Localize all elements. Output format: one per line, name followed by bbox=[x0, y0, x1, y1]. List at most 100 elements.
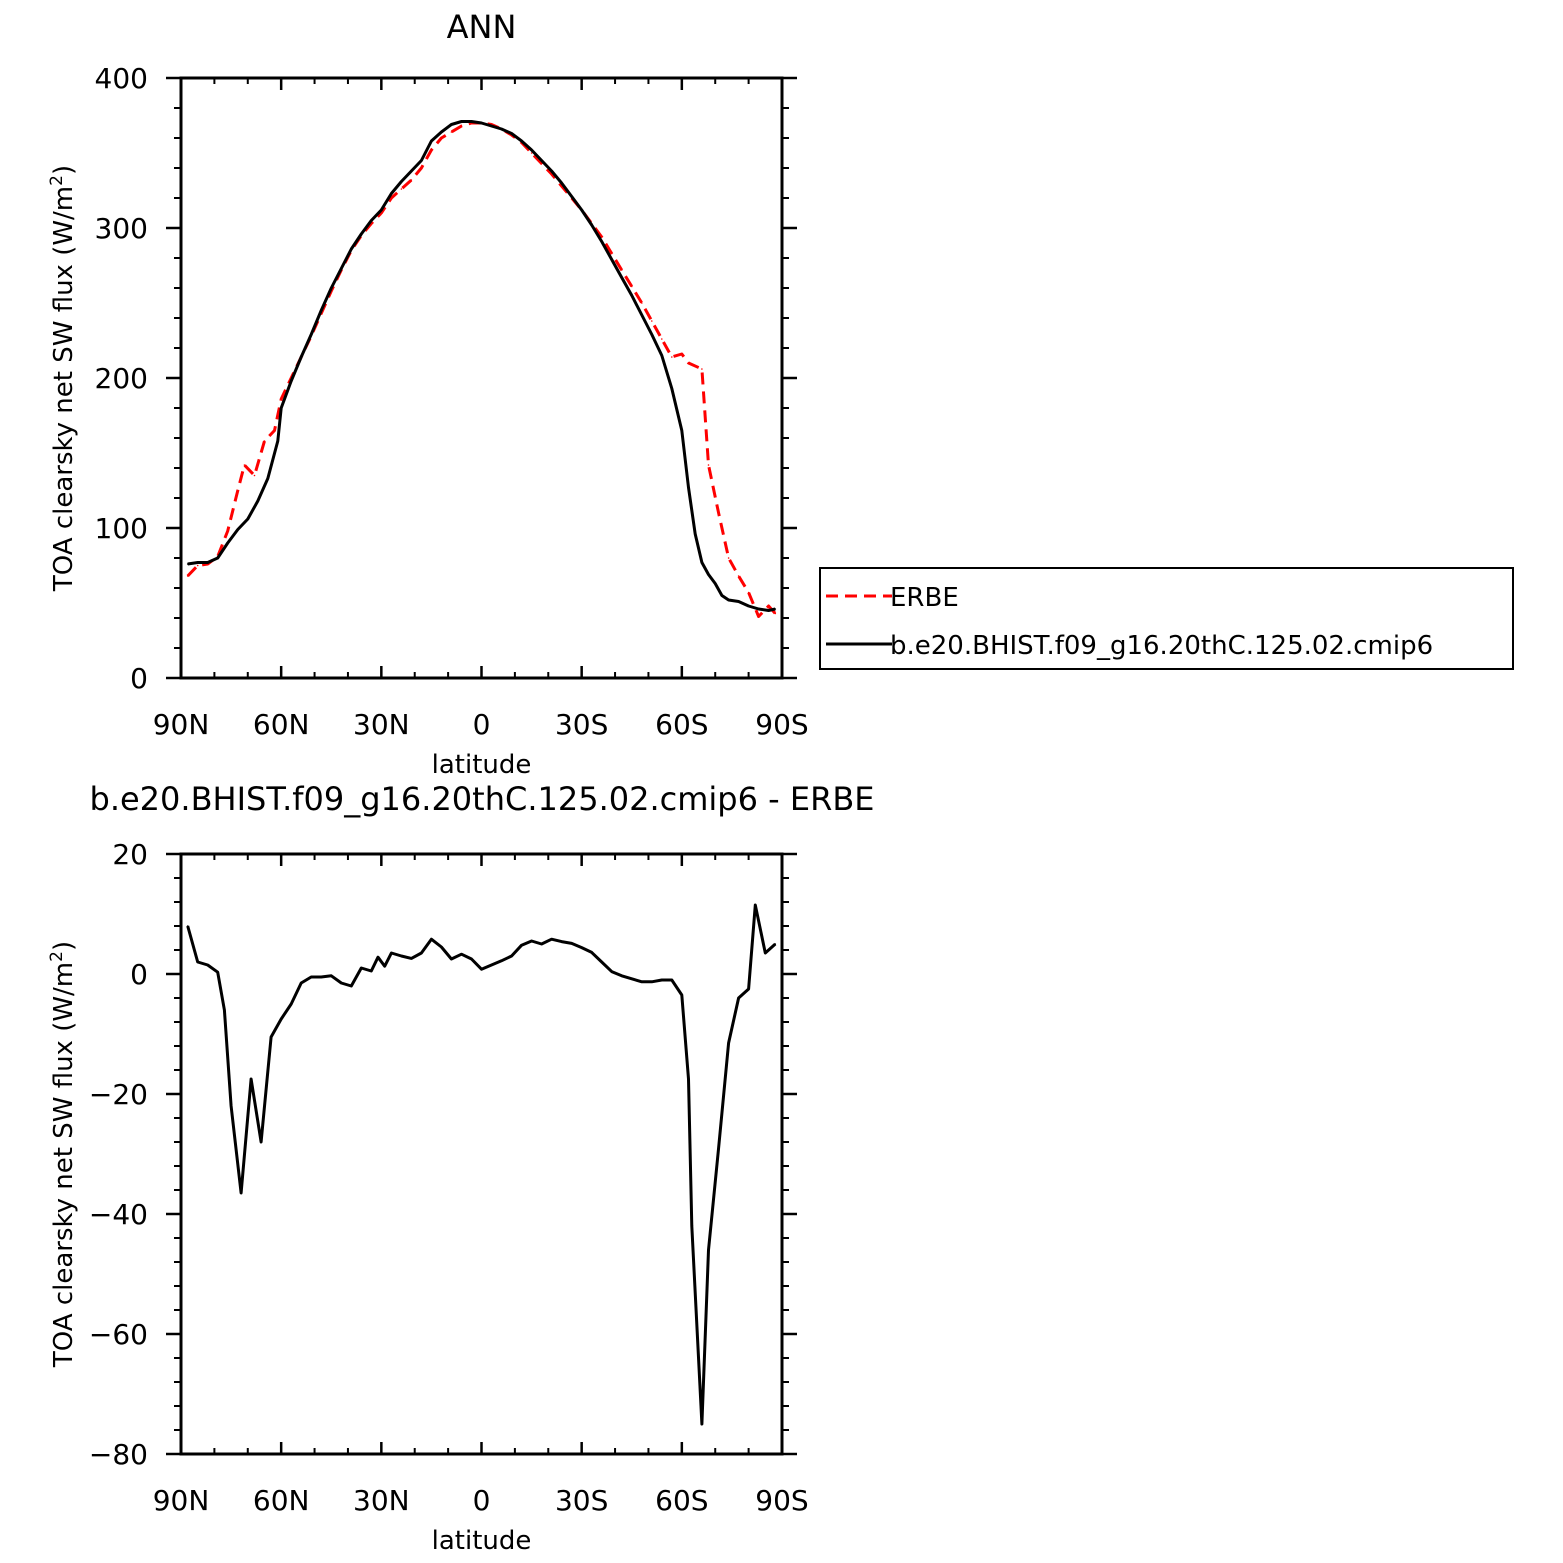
series-1-point bbox=[774, 608, 777, 610]
series-0-point bbox=[727, 557, 730, 559]
series-0-point bbox=[631, 285, 633, 288]
series-1-point bbox=[721, 594, 723, 597]
series-0-point bbox=[620, 269, 623, 271]
series-line-0 bbox=[186, 121, 777, 618]
series-0-point bbox=[460, 953, 463, 955]
y-tick-label: 300 bbox=[95, 212, 148, 245]
series-1-point bbox=[360, 233, 363, 235]
plot-frame bbox=[179, 852, 784, 1456]
x-tick-label: 90S bbox=[755, 708, 808, 741]
series-0-point bbox=[470, 958, 473, 960]
series-0-point bbox=[651, 320, 653, 322]
series-0-point bbox=[631, 978, 633, 980]
series-0-point bbox=[727, 1042, 730, 1044]
series-1-point bbox=[510, 132, 513, 135]
series-1-point bbox=[400, 180, 403, 183]
series-0-point bbox=[500, 960, 503, 962]
series-0-point bbox=[661, 338, 663, 340]
x-tick-label: 30N bbox=[353, 1484, 410, 1517]
chart-title: ANN bbox=[447, 8, 517, 46]
series-0-point bbox=[560, 940, 563, 943]
series-0-point bbox=[520, 944, 523, 946]
series-0-point bbox=[530, 152, 533, 154]
x-tick-label: 30S bbox=[555, 1484, 608, 1517]
series-0-point bbox=[671, 356, 673, 358]
series-0-point bbox=[270, 1036, 272, 1038]
x-axis-label: latitude bbox=[432, 750, 532, 780]
series-0-point bbox=[440, 137, 443, 139]
series-0-point bbox=[430, 149, 433, 151]
series-1-point bbox=[410, 170, 413, 172]
series-1-point bbox=[671, 387, 673, 390]
legend-label-0: ERBE bbox=[890, 583, 959, 613]
series-line-1 bbox=[187, 120, 776, 612]
series-0-point bbox=[490, 964, 493, 966]
series-0-point bbox=[263, 440, 266, 442]
series-1-point bbox=[550, 170, 553, 172]
series-1-point bbox=[520, 140, 523, 142]
series-0-point bbox=[390, 952, 393, 954]
y-tick-label: −60 bbox=[89, 1318, 148, 1351]
series-1-point bbox=[620, 276, 623, 279]
series-0-point bbox=[400, 955, 403, 957]
series-1-point bbox=[727, 599, 730, 601]
x-tick-label: 90N bbox=[153, 1484, 210, 1517]
y-tick-label: −40 bbox=[89, 1198, 148, 1231]
series-0-point bbox=[280, 1018, 283, 1020]
series-1-point bbox=[590, 224, 593, 226]
series-1-point bbox=[330, 287, 333, 289]
series-1-point bbox=[490, 125, 493, 127]
y-axis-label-main: TOA clearsky net SW flux (W/m bbox=[49, 962, 79, 1368]
series-0-point bbox=[550, 938, 553, 940]
series-0-point bbox=[717, 1147, 720, 1149]
series-1-point bbox=[714, 582, 716, 585]
series-0-point bbox=[383, 965, 386, 967]
series-0-point bbox=[510, 955, 513, 957]
y-tick-label: 200 bbox=[95, 362, 148, 395]
y-axis-label-main: TOA clearsky net SW flux (W/m bbox=[49, 186, 79, 592]
series-1-point bbox=[480, 122, 483, 124]
x-tick-label: 60N bbox=[253, 708, 310, 741]
series-1-point bbox=[707, 573, 710, 576]
series-0-point bbox=[300, 982, 303, 984]
series-1-point bbox=[747, 605, 750, 607]
series-1-point bbox=[767, 609, 770, 612]
series-1-point bbox=[737, 600, 740, 603]
series-1-point bbox=[694, 533, 696, 535]
series-0-point bbox=[420, 167, 423, 169]
series-0-point bbox=[196, 564, 199, 567]
series-1-point bbox=[460, 120, 463, 123]
series-1-point bbox=[701, 561, 703, 564]
top-panel-annual-flux: ANN 90N 60N 30N 0 30S 60S 90S 0 100 200 300 400 latit… bbox=[47, 8, 1514, 780]
series-0-point bbox=[370, 970, 373, 972]
series-0-point bbox=[661, 979, 663, 981]
y-tick-label: 0 bbox=[130, 662, 148, 695]
series-0-point bbox=[651, 981, 653, 983]
series-0-point bbox=[767, 605, 770, 607]
bottom-panel-difference: b.e20.BHIST.f09_g16.20thC.125.02.cmip6 -… bbox=[47, 780, 874, 1556]
series-0-point bbox=[290, 1003, 293, 1005]
series-1-point bbox=[440, 131, 443, 133]
series-0-point bbox=[350, 985, 353, 987]
y-tick-label: −80 bbox=[89, 1438, 148, 1471]
series-0-point bbox=[480, 968, 483, 970]
series-1-point bbox=[247, 518, 249, 520]
series-1-point bbox=[257, 500, 259, 502]
series-0-point bbox=[380, 212, 383, 214]
series-0-point bbox=[410, 957, 413, 960]
series-0-point bbox=[540, 943, 543, 945]
series-0-point bbox=[253, 474, 256, 477]
series-0-point bbox=[460, 125, 463, 127]
series-1-point bbox=[206, 561, 209, 564]
y-tick-label: 0 bbox=[130, 958, 148, 991]
series-0-point bbox=[600, 236, 603, 238]
series-0-point bbox=[717, 512, 720, 514]
series-0-point bbox=[400, 188, 403, 190]
series-0-point bbox=[240, 1192, 242, 1194]
series-0-point bbox=[223, 1009, 226, 1011]
series-0-point bbox=[216, 971, 219, 973]
series-0-point bbox=[737, 997, 740, 999]
series-0-point bbox=[600, 961, 603, 963]
series-0-point bbox=[310, 976, 313, 978]
series-1-point bbox=[280, 407, 283, 409]
